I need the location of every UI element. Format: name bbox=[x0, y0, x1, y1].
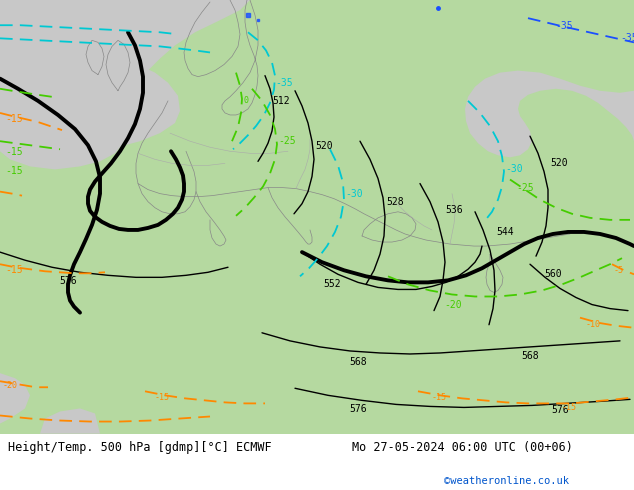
Polygon shape bbox=[0, 0, 634, 434]
Text: -35: -35 bbox=[275, 78, 293, 88]
Text: Height/Temp. 500 hPa [gdmp][°C] ECMWF: Height/Temp. 500 hPa [gdmp][°C] ECMWF bbox=[8, 441, 271, 454]
Text: -30: -30 bbox=[505, 165, 522, 174]
Text: -35: -35 bbox=[555, 21, 573, 31]
Text: -15: -15 bbox=[432, 393, 447, 402]
Polygon shape bbox=[0, 0, 180, 153]
Text: -30: -30 bbox=[345, 189, 363, 198]
Text: 528: 528 bbox=[386, 196, 404, 207]
Polygon shape bbox=[420, 0, 634, 157]
Text: -20: -20 bbox=[444, 299, 462, 310]
Text: -25: -25 bbox=[278, 136, 295, 146]
Text: 568: 568 bbox=[349, 357, 367, 367]
Text: -20: -20 bbox=[3, 381, 18, 390]
Text: -15: -15 bbox=[5, 114, 23, 124]
Text: -15: -15 bbox=[5, 265, 23, 275]
Text: 544: 544 bbox=[496, 227, 514, 237]
Text: -10: -10 bbox=[586, 320, 601, 329]
Text: -5: -5 bbox=[614, 266, 624, 275]
Polygon shape bbox=[0, 373, 30, 434]
Text: -15: -15 bbox=[5, 147, 23, 157]
Polygon shape bbox=[40, 409, 100, 434]
Text: ©weatheronline.co.uk: ©weatheronline.co.uk bbox=[444, 476, 569, 486]
Text: -35: -35 bbox=[620, 33, 634, 43]
Text: 520: 520 bbox=[550, 158, 567, 169]
Text: 536: 536 bbox=[445, 205, 463, 215]
Text: -25: -25 bbox=[516, 183, 534, 193]
Polygon shape bbox=[0, 0, 250, 170]
Text: -15: -15 bbox=[155, 393, 170, 402]
Text: 568: 568 bbox=[521, 351, 539, 361]
Text: 560: 560 bbox=[544, 270, 562, 279]
Text: 552: 552 bbox=[323, 279, 341, 290]
Text: 576: 576 bbox=[59, 276, 77, 286]
Text: 576: 576 bbox=[551, 405, 569, 416]
Text: -15: -15 bbox=[5, 167, 23, 176]
Text: Mo 27-05-2024 06:00 UTC (00+06): Mo 27-05-2024 06:00 UTC (00+06) bbox=[352, 441, 573, 454]
Text: 576: 576 bbox=[349, 404, 367, 415]
Text: 512: 512 bbox=[272, 96, 290, 106]
Text: 0: 0 bbox=[243, 97, 248, 105]
Text: -15: -15 bbox=[562, 403, 577, 412]
Text: 520: 520 bbox=[315, 141, 333, 151]
